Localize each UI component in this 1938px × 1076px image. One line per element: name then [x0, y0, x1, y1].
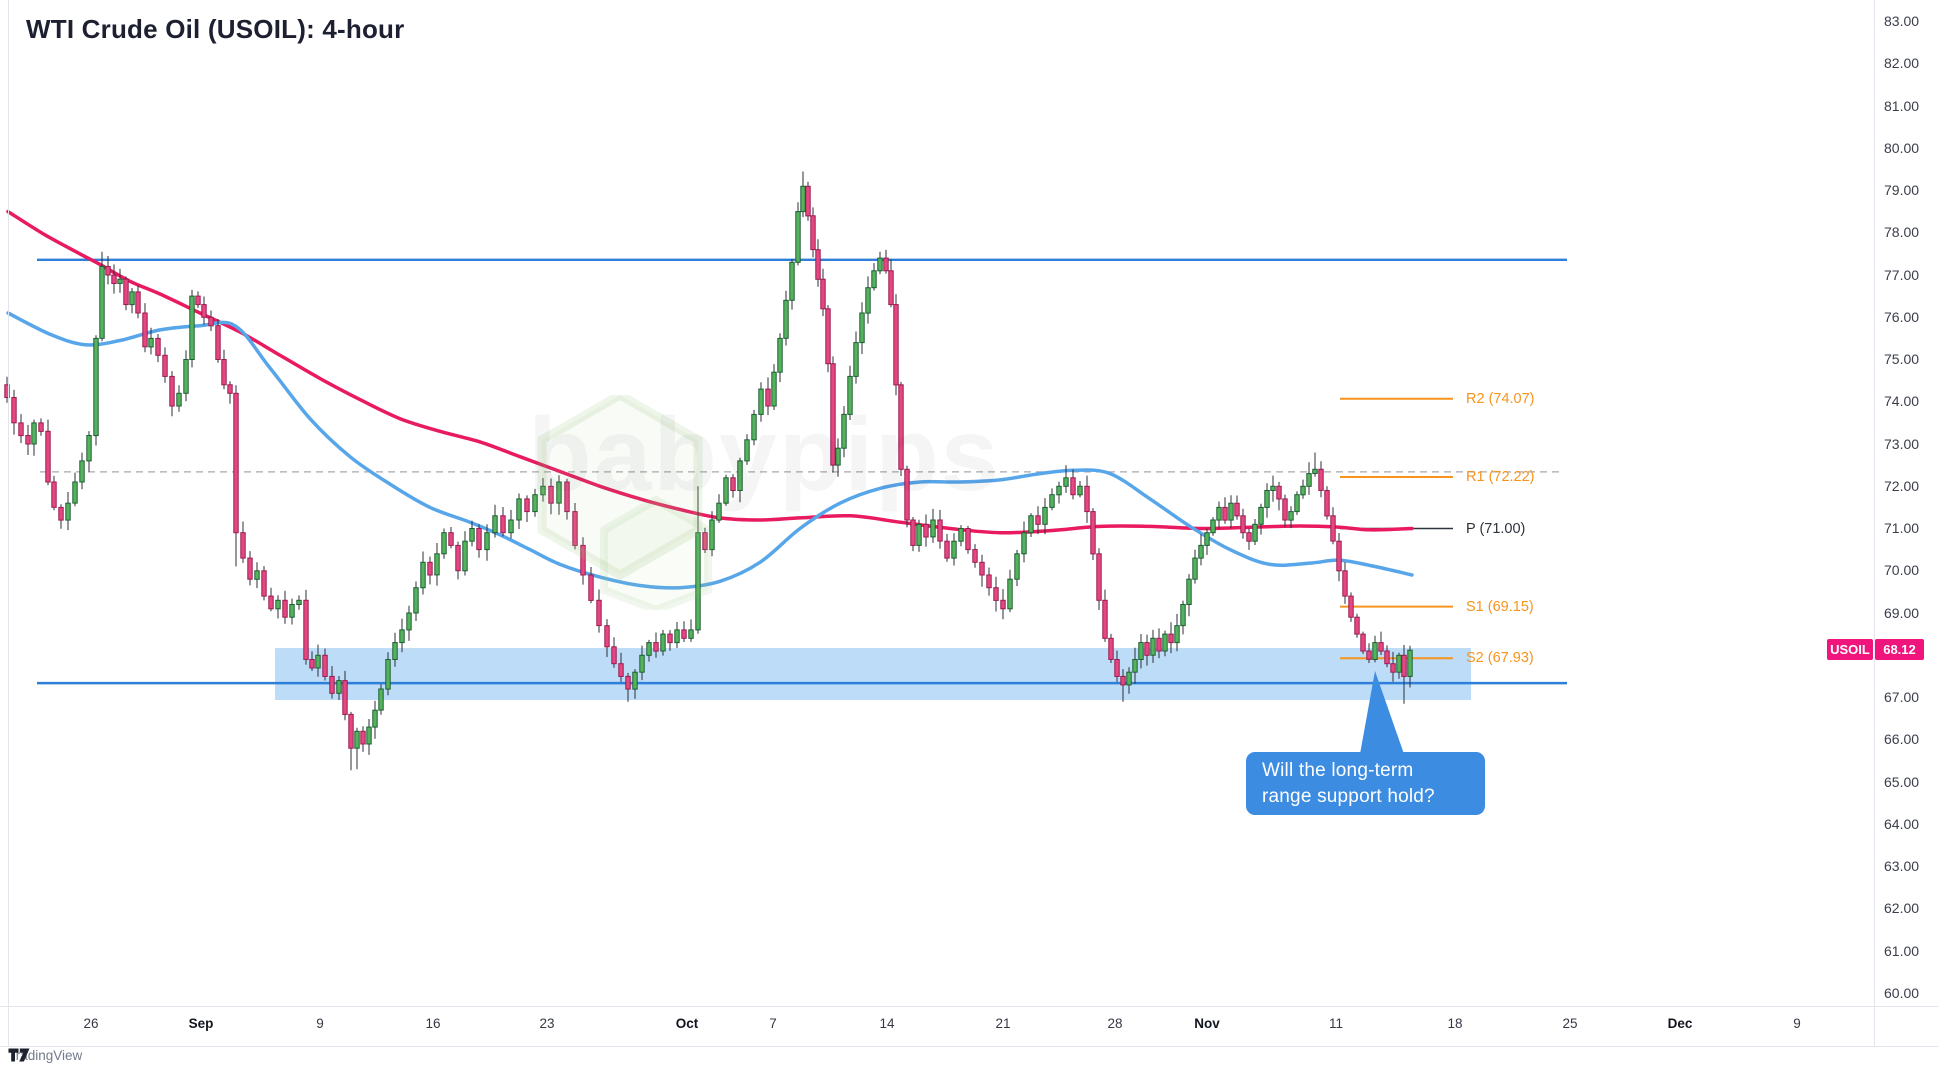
slow-ma-pink[interactable]	[6, 209, 1414, 535]
callout-text-line2: range support hold?	[1262, 785, 1435, 807]
price-axis-border	[1874, 0, 1875, 1046]
price-tick-label: 75.00	[1884, 351, 1920, 367]
bottom-separator	[0, 1046, 1938, 1047]
price-tick-label: 66.00	[1884, 731, 1920, 748]
price-tick-label: 79.00	[1884, 182, 1920, 198]
symbol-label: USOIL	[1827, 639, 1873, 660]
price-tick-label: 64.00	[1884, 815, 1920, 832]
price-tick-label: 82.00	[1884, 55, 1920, 72]
date-tick-label: 9	[1793, 1016, 1801, 1031]
date-tick-label: Dec	[1667, 1016, 1693, 1031]
date-tick-label: 14	[879, 1016, 895, 1031]
pivot-label: S2 (67.93)	[1466, 650, 1534, 667]
last-price-tag: USOIL 68.12	[1827, 639, 1924, 660]
date-tick-label: 23	[539, 1016, 555, 1031]
date-tick-label: 26	[83, 1016, 99, 1031]
price-tick-label: 81.00	[1884, 97, 1920, 114]
date-tick-label: 25	[1562, 1016, 1578, 1031]
date-tick-label: 18	[1447, 1016, 1463, 1031]
price-tick-label: 70.00	[1884, 562, 1920, 579]
price-tick-label: 72.00	[1884, 477, 1920, 494]
tradingview-attribution[interactable]: TradingView	[8, 1048, 82, 1063]
date-tick-label: Sep	[188, 1016, 214, 1031]
date-tick-label: 21	[995, 1016, 1011, 1031]
pivot-label: P (71.00)	[1466, 520, 1526, 537]
pivot-label: S1 (69.15)	[1466, 598, 1534, 615]
price-tick-label: 60.00	[1884, 984, 1920, 1001]
date-tick-label: 16	[425, 1016, 441, 1031]
support-zone[interactable]	[275, 648, 1471, 701]
date-tick-label: 7	[769, 1016, 777, 1031]
price-tick-label: 65.00	[1884, 773, 1920, 790]
chart-title: WTI Crude Oil (USOIL): 4-hour	[26, 14, 405, 44]
price-tick-label: 74.00	[1884, 393, 1920, 410]
price-tick-label: 78.00	[1884, 224, 1920, 241]
date-tick-label: 28	[1107, 1016, 1123, 1031]
date-tick-label: 9	[316, 1016, 324, 1031]
price-tick-label: 80.00	[1884, 139, 1920, 156]
price-tick-label: 61.00	[1884, 942, 1920, 959]
price-tick-label: 76.00	[1884, 308, 1920, 325]
price-tick-label: 67.00	[1884, 689, 1920, 705]
price-tick-label: 62.00	[1884, 900, 1920, 917]
last-price-value: 68.12	[1875, 639, 1924, 660]
callout-pointer[interactable]	[1352, 668, 1412, 758]
tradingview-logo-icon	[8, 1048, 30, 1062]
time-axis-separator	[0, 1006, 1938, 1007]
price-tick-label: 63.00	[1884, 858, 1920, 874]
date-tick-label: Nov	[1194, 1016, 1220, 1031]
price-tick-label: 73.00	[1884, 435, 1920, 452]
candlestick-series[interactable]	[4, 171, 1413, 771]
annotation-callout[interactable]: Will the long-term range support hold?	[1246, 752, 1485, 815]
callout-text-line1: Will the long-term	[1262, 760, 1414, 781]
left-border	[8, 0, 9, 1046]
price-tick-label: 69.00	[1884, 604, 1920, 621]
date-tick-label: 11	[1328, 1016, 1344, 1031]
price-tick-label: 77.00	[1884, 266, 1920, 283]
pivot-label: R1 (72.22)	[1466, 468, 1535, 485]
price-tick-label: 71.00	[1884, 520, 1920, 536]
price-tick-label: 83.00	[1884, 13, 1920, 29]
date-tick-label: Oct	[675, 1016, 699, 1031]
pivot-label: R2 (74.07)	[1466, 390, 1535, 407]
